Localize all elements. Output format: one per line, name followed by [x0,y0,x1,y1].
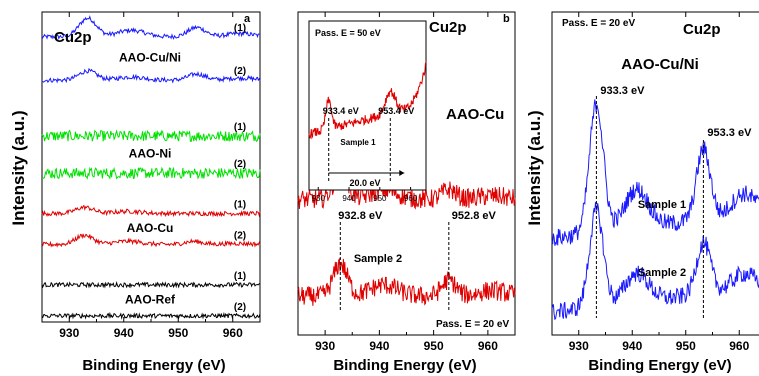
spectrum-label: (2) [234,159,246,170]
x-tick-label: 950 [676,339,696,353]
panel-a-title: Cu2p [54,29,92,46]
panel-a: 930 940 950 960 (1) (2) AAO-Cu/Ni (1) (2) AAO-Ni (… [41,11,261,340]
peak-label: 952.8 eV [452,210,497,222]
peak-label: 933.3 eV [600,85,645,97]
series-label-aao-ref: AAO-Ref [125,292,176,306]
x-tick-label: 930 [569,339,589,353]
spectrum-label: (2) [234,302,246,313]
series-aao-cu-ni-1 [41,15,261,40]
x-tick-label: 940 [114,326,134,340]
inset-peak-label: 953.4 eV [378,106,414,116]
x-tick-label: 950 [424,339,444,353]
y-axis-label-c: Intensity (a.u.) [525,110,544,225]
series-aao-ref-2 [41,311,261,320]
inset-x-tick-label: 930 [312,194,326,203]
inset-pass-energy: Pass. E = 50 eV [315,28,381,38]
inset-x-tick-label: 960 [404,194,418,203]
inset-series [308,61,427,140]
series-label-aao-cu: AAO-Cu [127,221,174,235]
panel-a-letter: a [244,13,251,25]
series-label-sample-2: Sample 2 [638,267,686,279]
inset-peak-label: 933.4 eV [323,106,359,116]
panel-b-x-label: Binding Energy (eV) [333,357,476,374]
x-tick-label: 950 [168,326,188,340]
inset-series-label: Sample 1 [340,138,376,147]
inset-x-tick-label: 950 [373,194,387,203]
x-tick-label: 930 [315,339,335,353]
series-sample-2 [297,257,516,306]
inset-span-arrowhead [399,170,405,176]
x-tick-label: 940 [622,339,642,353]
spectrum-label: (2) [234,231,246,242]
panel-b: 930 940 950 960 Sample 1 Sample 2 932.8 eV 952.… [297,11,516,353]
x-tick-label: 960 [729,339,749,353]
series-sample-1 [551,99,759,246]
series-aao-ref-1 [41,281,261,289]
peak-label: 932.8 eV [338,210,383,222]
series-label-sample-1: Sample 1 [638,199,686,211]
series-aao-cu-2 [41,233,261,248]
inset-x-tick-label: 940 [342,194,356,203]
panel-b-letter: b [503,13,510,25]
panel-c-subtitle: AAO-Cu/Ni [621,56,699,73]
inset-span-label: 20.0 eV [349,178,380,188]
series-aao-ni-1 [41,129,261,143]
series-label-sample-2: Sample 2 [354,253,402,265]
panel-a-x-label: Binding Energy (eV) [82,357,225,374]
series-aao-cu-ni-2 [41,67,261,84]
panel-c-pass-energy: Pass. E = 20 eV [562,18,635,29]
panel-b-pass-energy: Pass. E = 20 eV [436,319,509,330]
peak-label: 953.3 eV [707,127,752,139]
panel-b-title: Cu2p [429,19,467,36]
series-aao-ni-2 [41,166,261,180]
x-tick-label: 960 [223,326,243,340]
y-axis-label-a: Intensity (a.u.) [9,110,28,225]
panel-c: 930 940 950 960 Sample 1 Sample 2 933.3 eV 953.… [551,11,759,353]
spectrum-label: (1) [234,122,246,133]
series-sample-2 [551,202,759,321]
panel-b-subtitle: AAO-Cu [446,106,504,123]
series-label-aao-cu-ni: AAO-Cu/Ni [119,51,181,65]
x-tick-label: 960 [478,339,498,353]
panel-c-x-label: Binding Energy (eV) [588,357,731,374]
series-aao-cu-1 [41,204,261,218]
spectrum-label: (1) [234,200,246,211]
spectrum-label: (1) [234,271,246,282]
spectrum-label: (2) [234,66,246,77]
series-label-aao-ni: AAO-Ni [129,147,172,161]
panel-c-title: Cu2p [683,21,721,38]
x-tick-label: 930 [59,326,79,340]
x-tick-label: 940 [369,339,389,353]
spectrum-label: (1) [234,23,246,34]
